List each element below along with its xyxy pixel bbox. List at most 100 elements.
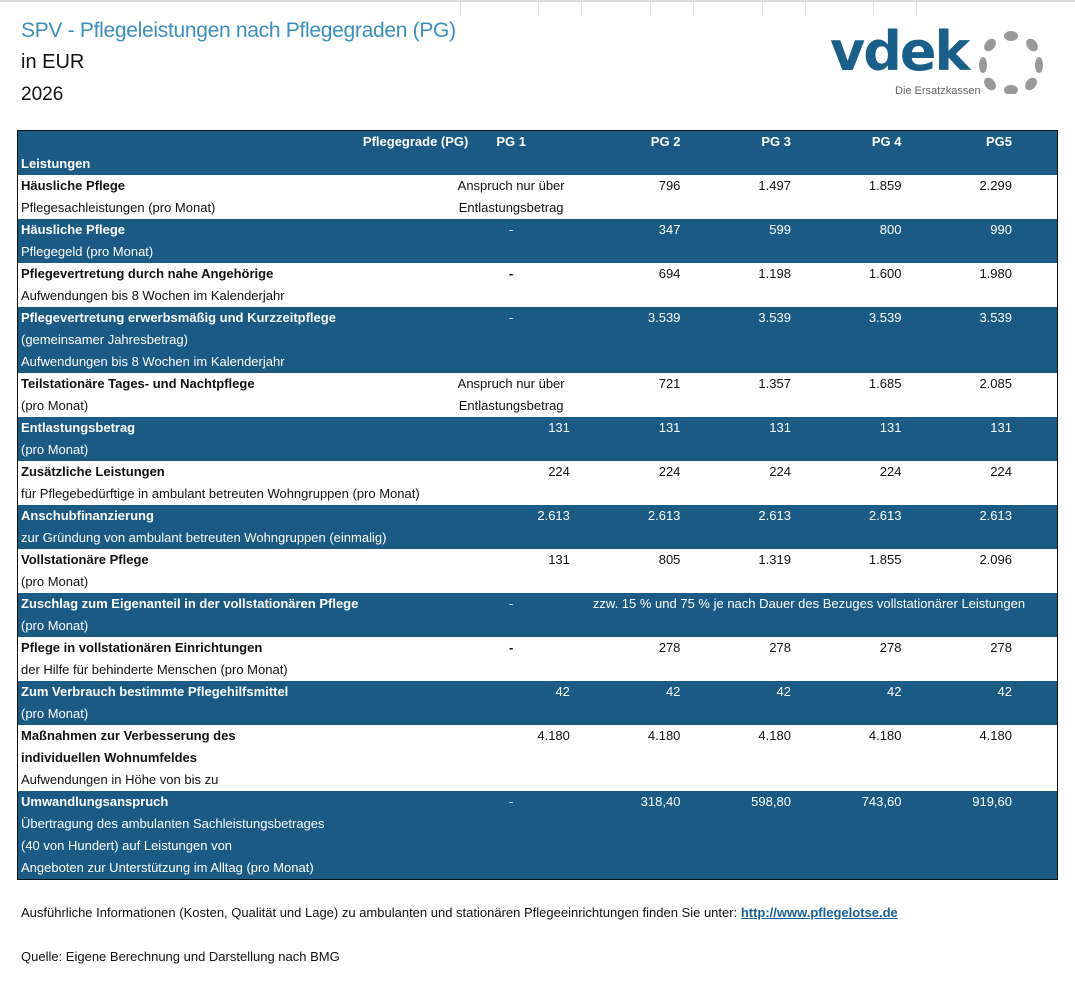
row-subtitle: Aufwendungen bis 8 Wochen im Kalenderjah… [21, 288, 285, 303]
row-label: Häusliche Pflege Pflegesachleistungen (pr… [18, 175, 445, 219]
cell-pg1-text: Entlastungsbetrag [458, 398, 564, 413]
row-subtitle: Pflegesachleistungen (pro Monat) [21, 200, 216, 215]
cell-pg1: 131 [444, 417, 578, 461]
row-label: Häusliche Pflege Pflegegeld (pro Monat) [18, 219, 445, 263]
row-title: Zusätzliche Leistungen [21, 464, 165, 479]
cell-pg1: - [444, 791, 578, 880]
table-row: Pflege in vollstationären Einrichtungen d… [17, 637, 1058, 681]
logo-word: vdek [830, 20, 970, 83]
column-header-pg2: PG 2 [577, 130, 689, 175]
table-row: Zum Verbrauch bestimmte Pflegehilfsmitte… [17, 681, 1058, 725]
row-subtitle: (pro Monat) [21, 618, 89, 633]
row-title: Pflegevertretung erwerbsmäßig und Kurzze… [21, 310, 336, 325]
cell-pg1-text: 224 [548, 464, 570, 479]
row-title: Maßnahmen zur Verbesserung des [21, 728, 236, 743]
cell-pg2: 3.539 [647, 310, 681, 325]
table-header-row: Pflegegrade (PG) Leistungen PG 1 PG 2 PG… [17, 130, 1058, 175]
column-header-pg1: PG 1 [444, 130, 578, 175]
cell-note: zzw. 15 % und 75 % je nach Dauer des Bez… [592, 596, 1026, 611]
cell-pg3: 1.497 [758, 178, 791, 193]
vdek-logo: vdek Die Ersatzkassen [830, 20, 1050, 103]
cell-pg1-text: Entlastungsbetrag [458, 200, 564, 215]
cell-pg1: Anspruch nur über Entlastungsbetrag [444, 373, 578, 417]
cell-pg1-text: 42 [555, 684, 570, 699]
cell-pg2: 318,40 [640, 794, 681, 809]
table-row: Zuschlag zum Eigenanteil in der vollstat… [17, 593, 1058, 637]
row-title: Entlastungsbetrag [21, 420, 136, 435]
row-title: Zum Verbrauch bestimmte Pflegehilfsmitte… [21, 684, 289, 699]
column-header-pg5: PG5 [909, 130, 1058, 175]
cell-pg4: 3.539 [868, 310, 902, 325]
row-subtitle: zur Gründung von ambulant betreuten Wohn… [21, 530, 387, 545]
logo-tagline: Die Ersatzkassen [895, 85, 981, 97]
cell-pg5: 1.980 [979, 266, 1012, 281]
cell-pg5: 131 [990, 420, 1012, 435]
row-subtitle: der Hilfe für behinderte Menschen (pro M… [21, 662, 288, 677]
cell-pg4: 131 [879, 420, 902, 435]
cell-pg2: 2.613 [647, 508, 681, 523]
cell-pg1: - [444, 219, 578, 263]
cell-pg1: - [444, 263, 578, 307]
cell-pg3: 2.613 [758, 508, 791, 523]
table-row: Häusliche Pflege Pflegegeld (pro Monat) - 3… [17, 219, 1058, 263]
cell-pg1: - [444, 593, 578, 637]
cell-pg2: 4.180 [647, 728, 681, 743]
cell-pg2: 42 [665, 684, 681, 699]
cell-pg3: 598,80 [751, 794, 791, 809]
cell-pg3: 4.180 [758, 728, 791, 743]
row-label: Entlastungsbetrag (pro Monat) [18, 417, 445, 461]
row-subtitle: für Pflegebedürftige in ambulant betreut… [21, 486, 420, 501]
row-title: Häusliche Pflege [21, 178, 126, 193]
footer-source: Quelle: Eigene Berechnung und Darstellun… [21, 949, 340, 964]
row-label: Maßnahmen zur Verbesserung des individuel… [18, 725, 445, 791]
cell-pg4: 743,60 [861, 794, 902, 809]
cell-pg4: 278 [879, 640, 902, 655]
cell-pg1-text: - [508, 310, 514, 325]
cell-pg2: 694 [658, 266, 681, 281]
cell-pg3: 1.319 [758, 552, 791, 567]
table-row: Vollstationäre Pflege (pro Monat) 131 805 1.… [17, 549, 1058, 593]
column-header-pg4: PG 4 [798, 130, 910, 175]
cell-pg2: 224 [658, 464, 681, 479]
row-subtitle: Übertragung des ambulanten Sachleistungs… [21, 816, 325, 831]
row-title: Anschubfinanzierung [21, 508, 154, 523]
pflegelotse-link[interactable]: http://www.pflegelotse.de [740, 905, 898, 920]
cell-pg3: 42 [776, 684, 791, 699]
row-title: Vollstationäre Pflege [21, 552, 149, 567]
cell-pg4: 800 [879, 222, 902, 237]
row-label: Zuschlag zum Eigenanteil in der vollstat… [18, 593, 445, 637]
cell-pg4: 42 [886, 684, 902, 699]
cell-pg1: 131 [444, 549, 578, 593]
cell-pg1: - [444, 307, 578, 373]
top-strip [0, 0, 1075, 16]
footer-info: Ausführliche Informationen (Kosten, Qual… [21, 905, 898, 920]
cell-pg3: 1.198 [758, 266, 791, 281]
row-title: Umwandlungsanspruch [21, 794, 169, 809]
cell-pg4: 1.855 [868, 552, 902, 567]
row-title: Zuschlag zum Eigenanteil in der vollstat… [21, 596, 359, 611]
row-subtitle: Aufwendungen bis 8 Wochen im Kalenderjah… [21, 354, 285, 369]
table-row: Umwandlungsanspruch Übertragung des ambul… [17, 791, 1058, 880]
cell-pg1-text: - [508, 794, 514, 809]
row-title: Pflegevertretung durch nahe Angehörige [21, 266, 274, 281]
table-row: Anschubfinanzierung zur Gründung von ambu… [17, 505, 1058, 549]
cell-pg3: 131 [769, 420, 791, 435]
row-subtitle: (pro Monat) [21, 706, 89, 721]
cell-pg5: 2.613 [979, 508, 1012, 523]
cell-pg5: 2.096 [979, 552, 1012, 567]
cell-pg1-text: - [508, 596, 514, 611]
row-subtitle: (40 von Hundert) auf Leistungen von [21, 838, 233, 853]
cell-pg5: 278 [990, 640, 1012, 655]
row-label: Vollstationäre Pflege (pro Monat) [18, 549, 445, 593]
cell-pg2: 805 [658, 552, 681, 567]
cell-pg1: 2.613 [444, 505, 578, 549]
cell-pg2: 721 [658, 376, 681, 391]
page-title: SPV - Pflegeleistungen nach Pflegegraden… [21, 19, 456, 42]
cell-pg3: 599 [769, 222, 791, 237]
cell-pg5: 4.180 [979, 728, 1012, 743]
table-row: Pflegevertretung durch nahe Angehörige Au… [17, 263, 1058, 307]
logo-circle-icon [979, 31, 1043, 94]
cell-pg1-text: 4.180 [537, 728, 570, 743]
cell-pg1: Anspruch nur über Entlastungsbetrag [444, 175, 578, 219]
